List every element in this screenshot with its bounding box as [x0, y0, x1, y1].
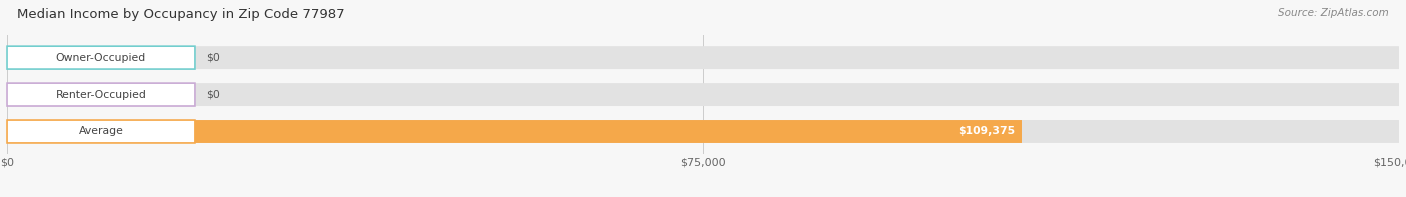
- FancyBboxPatch shape: [7, 120, 1399, 143]
- Text: Median Income by Occupancy in Zip Code 77987: Median Income by Occupancy in Zip Code 7…: [17, 8, 344, 21]
- Text: $0: $0: [207, 90, 219, 99]
- Text: Renter-Occupied: Renter-Occupied: [56, 90, 146, 99]
- Text: Owner-Occupied: Owner-Occupied: [56, 53, 146, 63]
- FancyBboxPatch shape: [7, 120, 1022, 143]
- FancyBboxPatch shape: [7, 120, 195, 143]
- Text: Average: Average: [79, 126, 124, 137]
- Text: Source: ZipAtlas.com: Source: ZipAtlas.com: [1278, 8, 1389, 18]
- FancyBboxPatch shape: [7, 83, 1399, 106]
- FancyBboxPatch shape: [7, 46, 195, 69]
- Text: $109,375: $109,375: [957, 126, 1015, 137]
- FancyBboxPatch shape: [7, 46, 1399, 69]
- FancyBboxPatch shape: [7, 83, 195, 106]
- Text: $0: $0: [207, 53, 219, 63]
